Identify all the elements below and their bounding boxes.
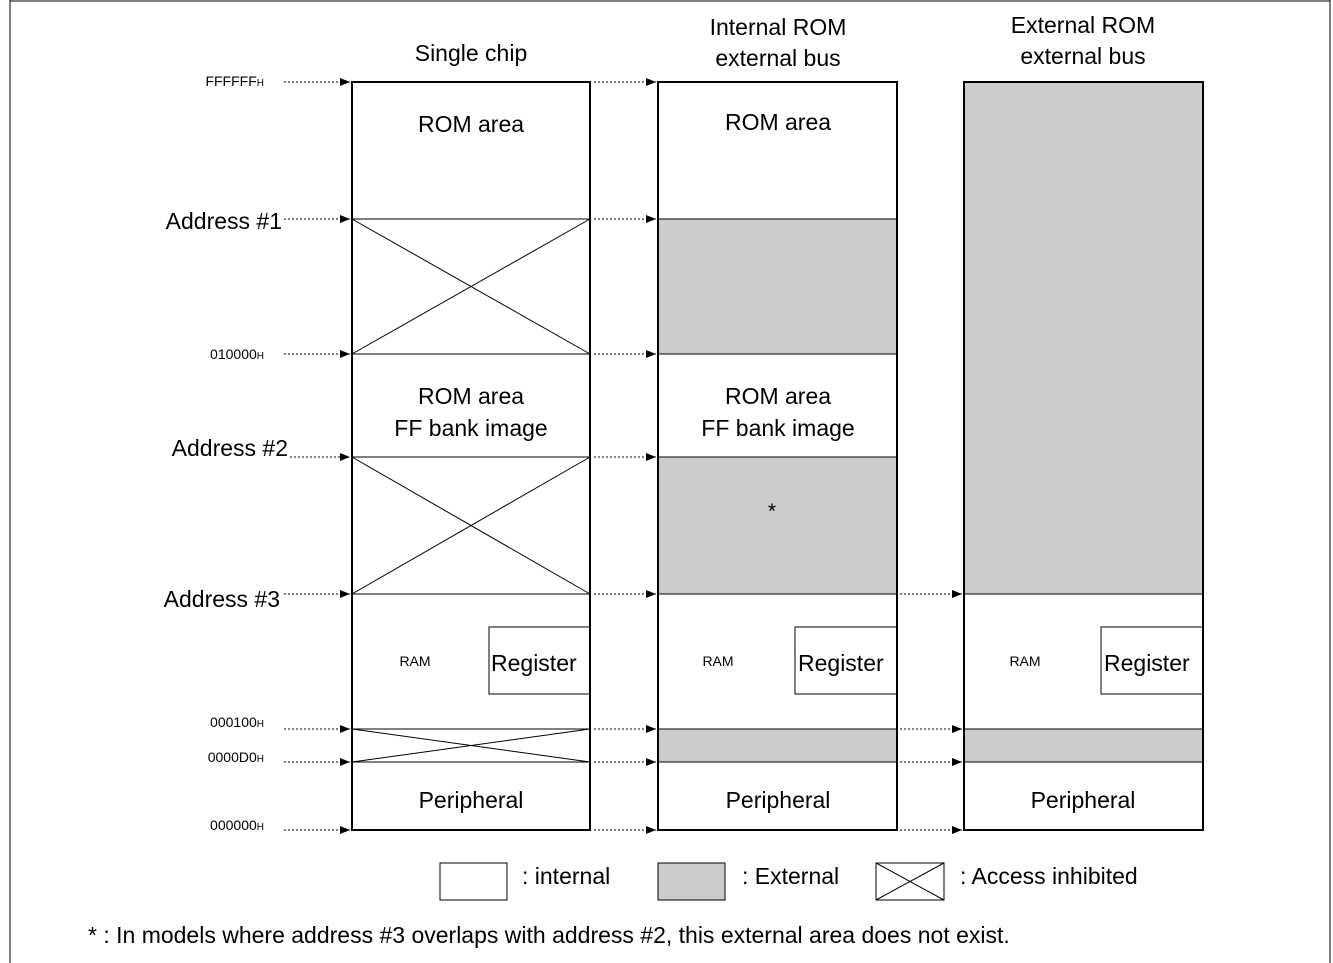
- rom-area-ff-label-line2: FF bank image: [701, 415, 854, 441]
- address-label-ffffff: FFFFFFH: [205, 73, 264, 89]
- arrows-to-single-chip: [284, 78, 350, 834]
- register-label: Register: [798, 650, 884, 676]
- ram-label: RAM: [702, 653, 733, 669]
- register-box: [488, 626, 591, 695]
- register-box: [1100, 626, 1204, 695]
- address-label-000100: 000100H: [210, 714, 264, 730]
- address-label-2: Address #2: [172, 435, 288, 461]
- rom-area-ff-label-line2: FF bank image: [394, 415, 547, 441]
- internal-rom-box: [657, 81, 898, 831]
- column-internal-rom: [657, 81, 898, 831]
- external-region-3: [658, 729, 897, 762]
- register-label: Register: [491, 650, 577, 676]
- external-region-2: [658, 457, 897, 594]
- rom-area-label: ROM area: [418, 111, 524, 137]
- register-box: [794, 626, 898, 695]
- ram-label: RAM: [399, 653, 430, 669]
- ram-label: RAM: [1009, 653, 1040, 669]
- footnote: * : In models where address #3 overlaps …: [88, 922, 1010, 948]
- single-chip-box: [351, 81, 591, 831]
- legend-internal-label: : internal: [522, 863, 610, 889]
- column-title-single-chip: Single chip: [415, 40, 528, 66]
- legend-inhibited-label: : Access inhibited: [960, 863, 1138, 889]
- address-label-0000d0: 0000D0H: [208, 749, 264, 765]
- rom-area-label: ROM area: [725, 109, 831, 135]
- column-title-internal-rom-line2: external bus: [715, 45, 840, 71]
- legend: : internal : External : Access inhibited: [439, 862, 1138, 901]
- column-external-rom: [963, 81, 1204, 831]
- address-label-1: Address #1: [166, 208, 282, 234]
- legend-external-label: : External: [742, 863, 839, 889]
- column-title-external-rom-line2: external bus: [1020, 43, 1145, 69]
- external-rom-box: [963, 81, 1204, 831]
- external-region-low: [964, 729, 1203, 762]
- rom-area-ff-label-line1: ROM area: [725, 383, 831, 409]
- external-region-top: [964, 82, 1203, 594]
- asterisk-mark: *: [768, 500, 776, 523]
- address-label-3: Address #3: [164, 586, 280, 612]
- legend-inhibited-swatch: [875, 862, 945, 901]
- peripheral-label: Peripheral: [1031, 787, 1136, 813]
- register-label: Register: [1104, 650, 1190, 676]
- arrows-to-external-rom: [900, 590, 962, 834]
- peripheral-label: Peripheral: [726, 787, 831, 813]
- inhibited-region-1: [351, 218, 591, 355]
- column-single-chip: [351, 81, 591, 831]
- inhibited-region-2: [351, 456, 591, 595]
- rom-area-ff-label-line1: ROM area: [418, 383, 524, 409]
- legend-internal-swatch: [439, 862, 508, 901]
- legend-external-swatch: [657, 862, 726, 901]
- column-title-external-rom-line1: External ROM: [1011, 12, 1155, 38]
- inhibited-region-3: [351, 728, 591, 763]
- address-label-010000: 010000H: [210, 346, 264, 362]
- column-title-internal-rom-line1: Internal ROM: [710, 14, 847, 40]
- arrows-to-internal-rom: [594, 78, 656, 834]
- peripheral-label: Peripheral: [419, 787, 524, 813]
- address-label-000000: 000000H: [210, 817, 264, 833]
- external-region-1: [658, 219, 897, 354]
